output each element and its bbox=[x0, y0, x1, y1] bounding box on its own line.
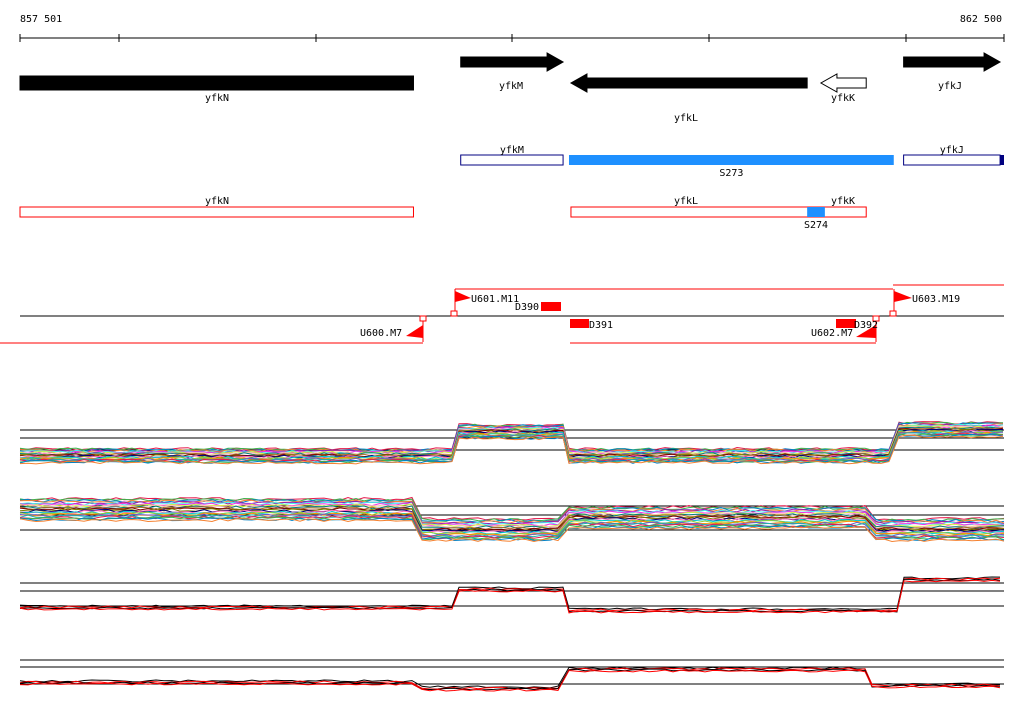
expression-profile bbox=[19, 496, 1005, 521]
gene-arrow-yfkN bbox=[19, 75, 414, 91]
expression-profile bbox=[19, 500, 1005, 525]
downshift-d392: D392 bbox=[836, 319, 878, 331]
minus-box-label-yfkL: yfkL bbox=[674, 196, 698, 207]
expression-profile bbox=[19, 511, 1005, 536]
expression-panel-minus-selected bbox=[19, 659, 1004, 692]
expression-profile bbox=[19, 498, 1005, 523]
upshift-u602-label: U602.M7 bbox=[811, 328, 853, 339]
ruler-end-label: 862 500 bbox=[960, 14, 1002, 25]
coordinate-ruler: 857 501 862 500 bbox=[19, 14, 1005, 42]
upshift-u600-label: U600.M7 bbox=[360, 328, 402, 339]
expression-profile bbox=[19, 505, 1005, 530]
expression-panel-plus-all bbox=[19, 421, 1004, 465]
plus-box-yfkJ bbox=[903, 154, 1001, 166]
minus-strand-track: yfkN yfkL S274 yfkK bbox=[19, 196, 867, 231]
ruler-ticks bbox=[19, 34, 1005, 42]
upshift-u601: U601.M11 bbox=[450, 289, 519, 317]
plus-box-label-yfkJ: yfkJ bbox=[940, 145, 964, 156]
gene-label-yfkM: yfkM bbox=[499, 81, 523, 92]
shift-features: U601.M11 U603.M19 U600.M7 U602.M7 D390 D… bbox=[0, 284, 1004, 344]
plus-edge-marker bbox=[1000, 155, 1004, 165]
plus-strand-track: yfkM S273 yfkJ bbox=[460, 145, 1004, 179]
expression-profile bbox=[19, 434, 1004, 465]
gene-label-yfkK: yfkK bbox=[831, 93, 855, 104]
minus-box-yfkN bbox=[19, 206, 414, 218]
gene-label-yfkJ: yfkJ bbox=[938, 81, 962, 92]
downshift-d390: D390 bbox=[515, 302, 561, 313]
expression-profile bbox=[20, 509, 1005, 534]
minus-box-label-yfkN: yfkN bbox=[205, 196, 229, 207]
gene-arrow-yfkK bbox=[819, 73, 867, 93]
ruler-start-label: 857 501 bbox=[20, 14, 62, 25]
expression-profile bbox=[19, 578, 1001, 613]
expression-profile bbox=[19, 518, 1005, 543]
gene-label-yfkN: yfkN bbox=[205, 93, 229, 104]
upshift-u603: U603.M19 bbox=[889, 289, 960, 317]
minus-segment-S274 bbox=[807, 207, 825, 217]
upshift-u603-label: U603.M19 bbox=[912, 294, 960, 305]
gene-arrow-yfkJ bbox=[903, 52, 1002, 72]
expression-panel-minus-all bbox=[19, 496, 1005, 543]
expression-profile bbox=[19, 427, 1004, 458]
annotated-genes: yfkN yfkM yfkL yfkK yfkJ bbox=[19, 52, 1002, 124]
downshift-d390-label: D390 bbox=[515, 302, 539, 313]
expression-profile bbox=[19, 433, 1004, 464]
minus-box-label-yfkK: yfkK bbox=[831, 196, 855, 207]
gene-arrow-yfkM bbox=[460, 52, 565, 72]
plus-segment-S273 bbox=[568, 155, 894, 165]
expression-profile bbox=[19, 432, 1004, 463]
gene-arrow-yfkL bbox=[569, 73, 808, 93]
minus-segment-label-S274: S274 bbox=[804, 220, 828, 231]
expression-profile bbox=[19, 669, 1001, 692]
downshift-d391-label: D391 bbox=[589, 320, 613, 331]
upshift-u602: U602.M7 bbox=[811, 315, 880, 342]
upshift-u600: U600.M7 bbox=[360, 315, 427, 342]
downshift-d391: D391 bbox=[570, 319, 613, 331]
expression-profile bbox=[19, 433, 1004, 464]
gene-label-yfkL: yfkL bbox=[674, 113, 698, 124]
expression-profile bbox=[19, 497, 1004, 522]
plus-segment-label-S273: S273 bbox=[719, 168, 743, 179]
minus-box-yfkL bbox=[570, 206, 867, 218]
plus-box-yfkM bbox=[460, 154, 564, 166]
expression-profile bbox=[19, 503, 1005, 528]
expression-profile bbox=[19, 579, 1001, 614]
expression-profile bbox=[19, 424, 1004, 455]
expression-panel-plus-selected bbox=[19, 576, 1004, 614]
downshift-d392-label: D392 bbox=[854, 320, 878, 331]
upshift-u601-label: U601.M11 bbox=[471, 294, 519, 305]
plus-box-label-yfkM: yfkM bbox=[500, 145, 524, 156]
